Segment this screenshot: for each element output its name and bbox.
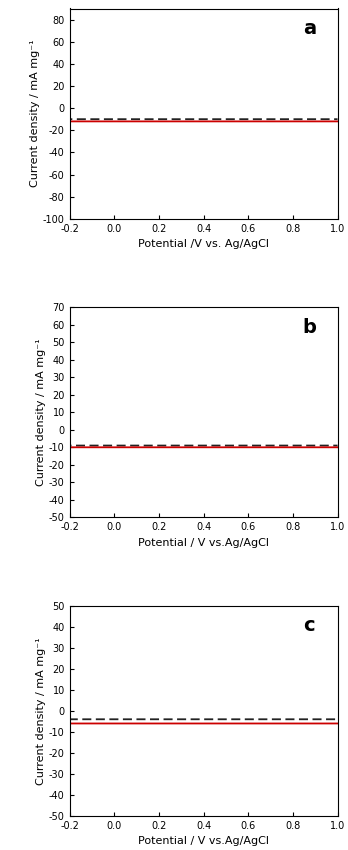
X-axis label: Potential /V vs. Ag/AgCl: Potential /V vs. Ag/AgCl: [138, 239, 269, 249]
X-axis label: Potential / V vs.Ag/AgCl: Potential / V vs.Ag/AgCl: [138, 836, 269, 847]
Y-axis label: Current density / mA mg⁻¹: Current density / mA mg⁻¹: [30, 40, 40, 188]
Y-axis label: Current density / mA mg⁻¹: Current density / mA mg⁻¹: [36, 338, 46, 486]
Text: b: b: [303, 318, 317, 337]
Text: c: c: [303, 616, 314, 635]
Text: a: a: [303, 19, 316, 38]
X-axis label: Potential / V vs.Ag/AgCl: Potential / V vs.Ag/AgCl: [138, 538, 269, 547]
Y-axis label: Current density / mA mg⁻¹: Current density / mA mg⁻¹: [36, 637, 46, 785]
